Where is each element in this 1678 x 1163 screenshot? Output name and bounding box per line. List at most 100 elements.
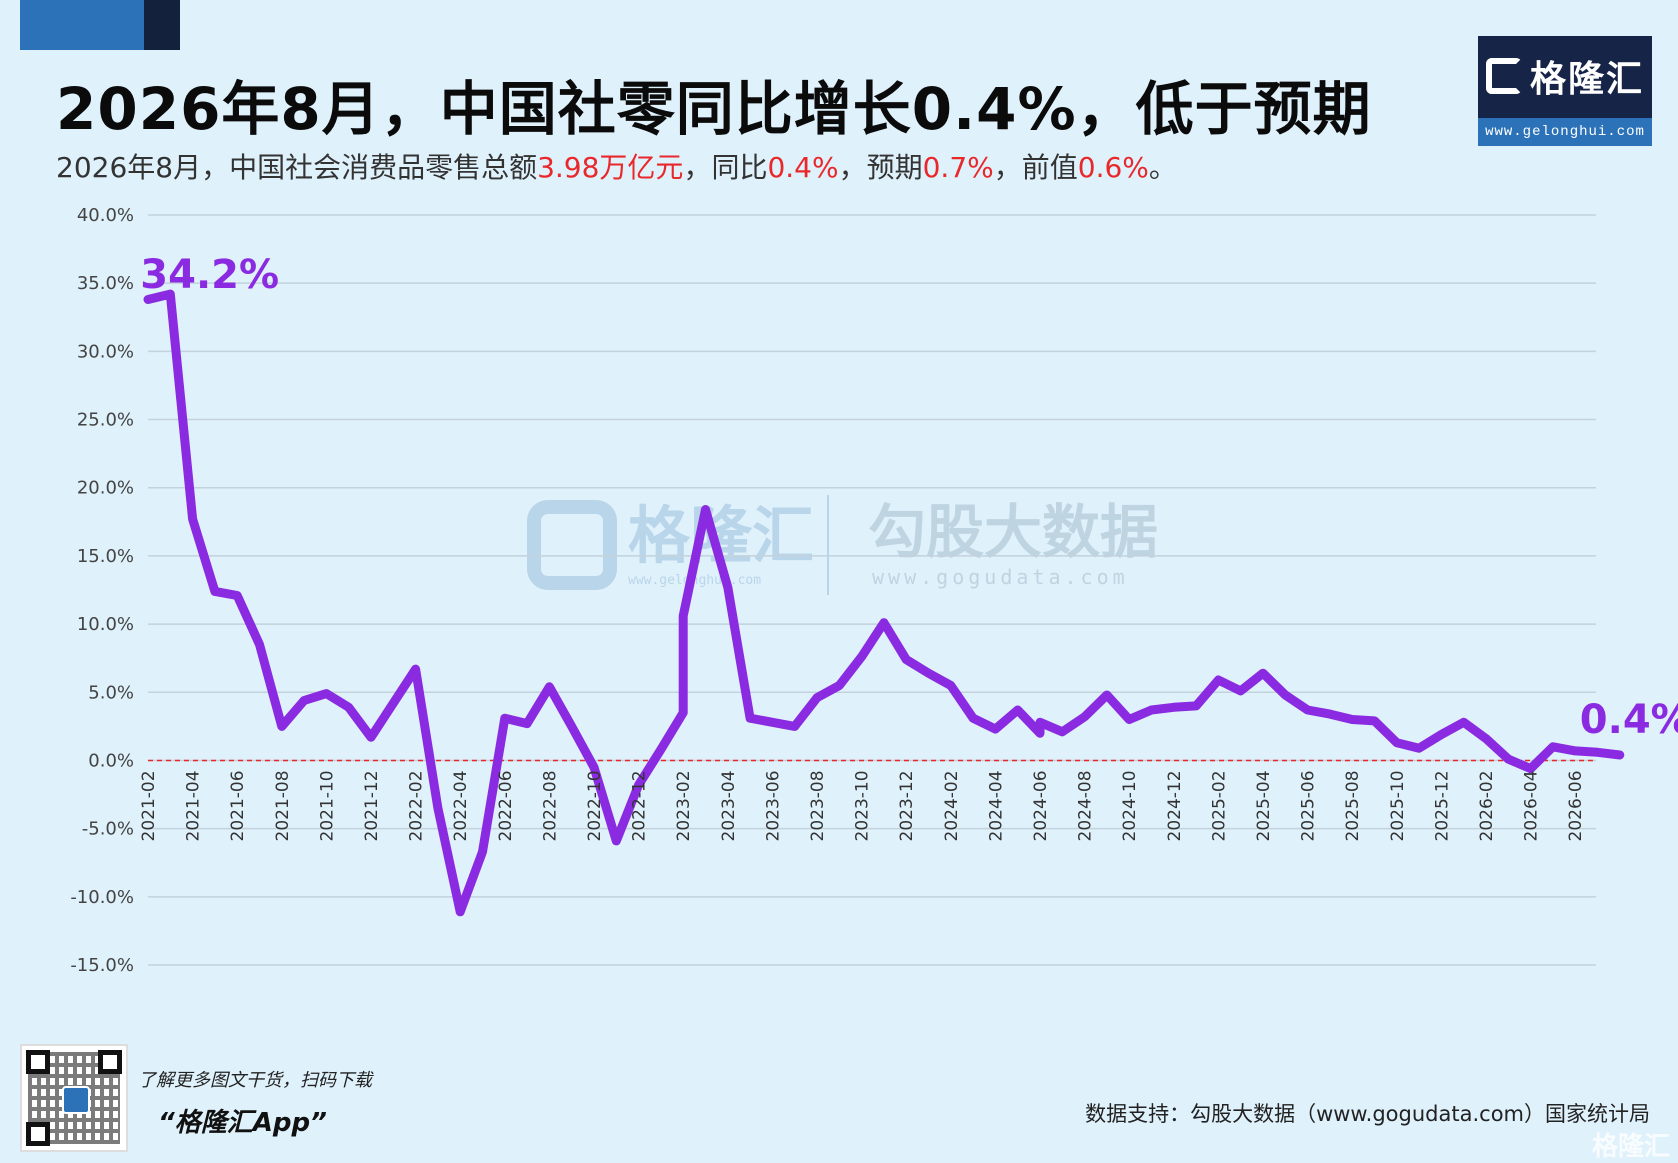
- data-point: [1307, 709, 1309, 711]
- x-tick-label: 2024-04: [986, 770, 1006, 841]
- top-accent-bar-dark: [144, 0, 180, 50]
- x-tick-label: 2021-06: [228, 770, 248, 841]
- brand-logo-text: 格隆汇: [1529, 59, 1644, 100]
- data-point: [348, 706, 350, 708]
- y-tick-label: 40.0%: [77, 205, 134, 226]
- footer-app-name[interactable]: “格隆汇App”: [158, 1108, 327, 1138]
- y-tick-label: -10.0%: [70, 887, 134, 908]
- x-tick-label: 2022-08: [540, 770, 560, 841]
- data-point: [883, 622, 885, 624]
- x-tick-label: 2023-08: [808, 770, 828, 841]
- data-point: [1329, 713, 1331, 715]
- data-point: [1463, 721, 1465, 723]
- data-point: [1374, 720, 1375, 722]
- watermark-partner-text: 勾股大数据: [868, 498, 1158, 566]
- watermark-g-icon: [527, 500, 617, 590]
- watermark-partner-url: www.gogudata.com: [872, 565, 1129, 589]
- y-tick-label: 15.0%: [77, 546, 134, 567]
- data-point: [1217, 679, 1219, 681]
- data-point: [972, 717, 974, 719]
- data-point: [1574, 750, 1576, 752]
- qr-finder: [98, 1050, 122, 1074]
- data-point: [660, 749, 662, 751]
- subtitle-text: 。: [1148, 151, 1177, 184]
- data-point: [1597, 751, 1598, 753]
- data-point: [1418, 747, 1420, 749]
- x-tick-label: 2023-02: [674, 770, 694, 841]
- data-point: [1106, 694, 1108, 696]
- data-point: [415, 668, 417, 670]
- data-point: [437, 807, 439, 809]
- qr-finder: [26, 1050, 50, 1074]
- x-tick-label: 2022-10: [585, 770, 605, 841]
- subtitle-expected-value: 0.7%: [922, 151, 994, 184]
- gridlines: [148, 214, 1596, 966]
- data-point: [1507, 758, 1509, 760]
- data-point: [1240, 690, 1242, 692]
- data-point: [169, 293, 171, 295]
- subtitle-text: ，同比: [683, 151, 768, 184]
- data-point: [593, 766, 595, 768]
- data-point: [1619, 754, 1621, 756]
- data-source: 数据支持：勾股大数据（www.gogudata.com）国家统计局: [1085, 1102, 1650, 1126]
- data-point: [1151, 709, 1152, 711]
- subtitle-previous-value: 0.6%: [1077, 151, 1149, 184]
- y-tick-label: 30.0%: [77, 341, 134, 362]
- qr-code[interactable]: [20, 1044, 128, 1152]
- data-point: [1552, 746, 1554, 748]
- data-point: [1530, 768, 1532, 770]
- data-label: 34.2%: [140, 252, 279, 298]
- brand-logo-url: www.gelonghui.com: [1478, 118, 1652, 146]
- data-point: [705, 509, 706, 511]
- data-point: [571, 725, 573, 727]
- x-tick-label: 2025-06: [1299, 770, 1319, 841]
- footer-watermark: 格隆汇: [1591, 1132, 1670, 1162]
- data-point: [259, 644, 260, 646]
- subtitle-text: ，预期: [838, 151, 923, 184]
- line-chart: 格隆汇 www.gelonghui.com 勾股大数据 www.gogudata…: [70, 205, 1678, 975]
- data-point: [1061, 731, 1063, 733]
- x-tick-label: 2023-04: [719, 770, 739, 841]
- x-tick-label: 2026-04: [1522, 770, 1542, 841]
- data-point: [682, 615, 684, 617]
- data-point: [392, 702, 394, 704]
- brand-logo[interactable]: 格隆汇 www.gelonghui.com: [1478, 36, 1652, 146]
- subtitle-total-value: 3.98万亿元: [537, 151, 684, 184]
- data-point: [236, 594, 238, 596]
- x-tick-label: 2021-04: [184, 770, 204, 841]
- data-point: [615, 840, 617, 842]
- data-label: 0.4%: [1580, 697, 1678, 743]
- y-tick-label: 5.0%: [88, 682, 134, 703]
- x-tick-label: 2022-04: [451, 770, 471, 841]
- data-point: [994, 728, 996, 730]
- page-title: 2026年8月，中国社零同比增长0.4%，低于预期: [56, 75, 1372, 143]
- subtitle-text: 2026年8月，中国社会消费品零售总额: [56, 151, 538, 184]
- x-tick-label: 2023-12: [897, 770, 917, 841]
- data-point: [950, 684, 952, 686]
- g-logo-icon: [1485, 58, 1522, 94]
- x-tick-label: 2024-06: [1031, 770, 1051, 841]
- x-tick-label: 2025-04: [1254, 770, 1274, 841]
- data-point: [905, 659, 907, 661]
- x-tick-label: 2022-12: [630, 770, 650, 841]
- data-point: [1351, 719, 1353, 721]
- y-tick-label: -5.0%: [82, 819, 134, 840]
- x-axis: 2021-02 2021-04 2021-06 2021-08 2021-10 2021-…: [139, 770, 1586, 841]
- subtitle-text: ，前值: [993, 151, 1078, 184]
- x-tick-label: 2023-06: [763, 770, 783, 841]
- x-tick-label: 2022-02: [407, 770, 427, 841]
- data-point: [325, 693, 327, 695]
- x-tick-label: 2024-08: [1076, 770, 1096, 841]
- data-point: [838, 684, 840, 686]
- top-accent-bar: [20, 0, 144, 50]
- qr-finder: [26, 1122, 50, 1146]
- data-point: [816, 697, 818, 699]
- x-tick-label: 2021-10: [317, 770, 337, 841]
- data-point: [482, 851, 483, 853]
- x-tick-label: 2022-06: [496, 770, 516, 841]
- x-tick-label: 2026-06: [1566, 770, 1586, 841]
- x-tick-label: 2021-12: [362, 770, 382, 841]
- data-point: [214, 590, 216, 592]
- data-point: [192, 518, 194, 520]
- x-tick-label: 2025-08: [1343, 770, 1363, 841]
